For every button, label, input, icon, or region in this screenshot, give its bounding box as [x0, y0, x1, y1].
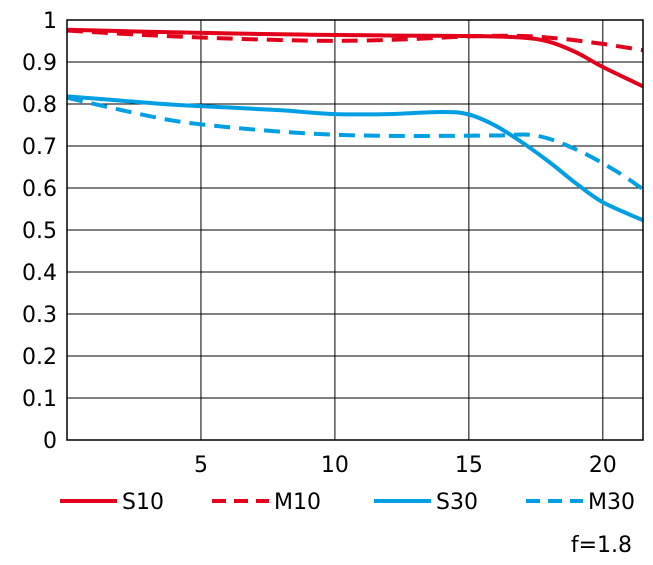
- y-tick-label: 1: [43, 9, 57, 34]
- y-tick-label: 0: [43, 429, 57, 454]
- x-tick-label: 15: [455, 453, 483, 478]
- series-line-s30: [66, 94, 644, 223]
- series-line-m10: [66, 28, 644, 53]
- y-tick-label: 0.9: [22, 51, 57, 76]
- legend: S10 M10 S30 M30: [60, 490, 635, 515]
- plot-frame: [66, 19, 644, 441]
- legend-label-m10: M10: [274, 490, 321, 515]
- x-tick-label: 5: [194, 453, 208, 478]
- y-tick-label: 0.6: [22, 177, 57, 202]
- series-lines: [66, 27, 645, 223]
- y-tick-label: 0.4: [22, 261, 57, 286]
- y-tick-label: 0.1: [22, 387, 57, 412]
- legend-label-m30: M30: [588, 490, 635, 515]
- legend-label-s30: S30: [436, 490, 478, 515]
- y-tick-label: 0.2: [22, 345, 57, 370]
- series-line-m30: [66, 95, 645, 191]
- y-axis-ticks: 0 0.1 0.2 0.3 0.4 0.5 0.6 0.7 0.8 0.9 1: [22, 9, 57, 454]
- grid-lines: [67, 19, 643, 441]
- x-tick-label: 20: [589, 453, 617, 478]
- legend-label-s10: S10: [122, 490, 164, 515]
- y-tick-label: 0.8: [22, 93, 57, 118]
- aperture-note: f=1.8: [571, 533, 632, 558]
- x-axis-ticks: 5 10 15 20: [194, 453, 617, 478]
- y-tick-label: 0.7: [22, 135, 57, 160]
- x-tick-label: 10: [321, 453, 349, 478]
- y-tick-label: 0.3: [22, 303, 57, 328]
- y-tick-label: 0.5: [22, 219, 57, 244]
